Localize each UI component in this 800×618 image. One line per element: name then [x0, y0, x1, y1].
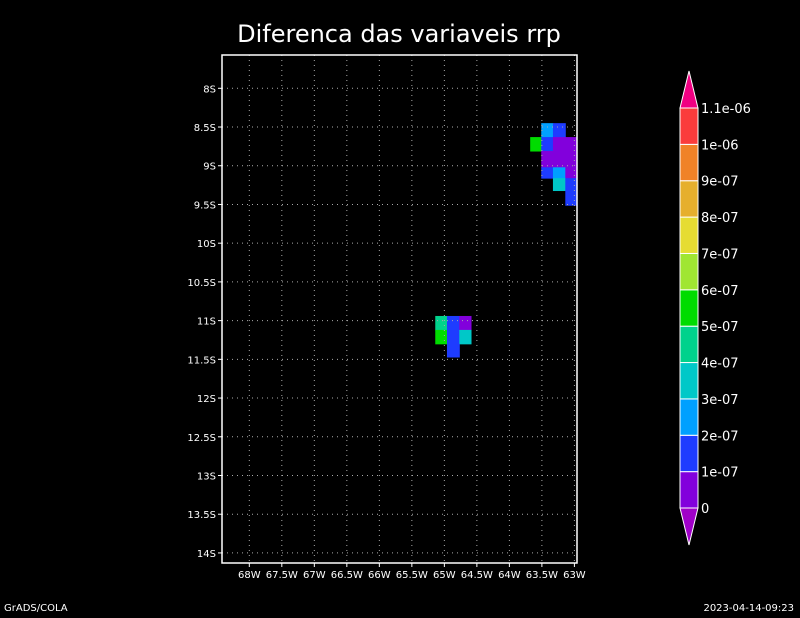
data-cell: [541, 137, 554, 152]
colorbar-segment: [679, 325, 699, 364]
y-tick-label: 8S: [203, 84, 216, 95]
footer-timestamp: 2023-04-14-09:23: [703, 603, 794, 614]
y-tick-label: 11S: [197, 317, 216, 328]
y-tick-label: 10S: [197, 239, 216, 250]
data-cell: [552, 167, 566, 179]
y-tick-label: 10.5S: [187, 278, 216, 289]
chart-title: Diferenca das variaveis rrp: [237, 20, 561, 48]
data-cell: [446, 329, 460, 345]
colorbar-segment: [679, 434, 699, 473]
x-tick-label: 64.5W: [461, 570, 493, 581]
data-cell: [565, 137, 578, 152]
data-cell: [541, 167, 554, 179]
colorbar-lower-arrow: [679, 507, 699, 546]
colorbar-segment: [679, 180, 699, 218]
x-tick-label: 67.5W: [266, 570, 298, 581]
data-cell: [541, 151, 554, 168]
colorbar-segment: [679, 216, 699, 254]
x-tick-label: 65.5W: [396, 570, 428, 581]
colorbar-segment: [679, 252, 699, 291]
footer-left: GrADS/COLA: [4, 603, 68, 614]
data-cell: [446, 343, 460, 358]
data-cell: [552, 151, 566, 168]
colorbar-label: 9e-07: [701, 175, 739, 190]
y-axis: 8S 8.5S 9S 9.5S 10S 10.5S 11S 11.5S 12S 12.5S 13S 1…: [187, 84, 222, 560]
colorbar-label: 1e-06: [701, 138, 739, 153]
colorbar-segment: [679, 398, 699, 436]
data-cell: [565, 190, 578, 206]
colorbar-segment: [679, 362, 699, 400]
data-cell: [446, 315, 460, 331]
x-axis: 68W 67.5W 67W 66.5W 66W 65.5W 65W 64.5W 64W 63.5W…: [238, 563, 586, 581]
x-tick-label: 63W: [563, 570, 586, 581]
y-tick-label: 9S: [203, 162, 216, 173]
colorbar-segment: [679, 143, 699, 182]
colorbar: 0 1e-07 2e-07 3e-07 4e-07 5e-07 6e-07 7e-07 8e-0…: [679, 70, 751, 546]
colorbar-label: 5e-07: [701, 320, 739, 335]
y-tick-label: 13.5S: [187, 510, 216, 521]
data-cell: [552, 123, 566, 138]
grid-lines: [222, 55, 577, 563]
colorbar-label: 2e-07: [701, 429, 739, 444]
x-tick-label: 66W: [368, 570, 391, 581]
x-tick-label: 68W: [238, 570, 261, 581]
data-cell: [552, 178, 566, 192]
data-cell: [530, 137, 542, 152]
y-tick-label: 12.5S: [187, 433, 216, 444]
y-tick-label: 13S: [197, 471, 216, 482]
y-tick-label: 12S: [197, 394, 216, 405]
data-cell: [435, 329, 448, 345]
x-tick-label: 63.5W: [526, 570, 558, 581]
colorbar-label: 8e-07: [701, 211, 739, 226]
data-cell: [552, 137, 566, 152]
y-tick-label: 8.5S: [194, 123, 216, 134]
colorbar-segment: [679, 471, 699, 509]
colorbar-segment: [679, 107, 699, 145]
x-tick-label: 67W: [303, 570, 326, 581]
y-tick-label: 14S: [197, 549, 216, 560]
colorbar-label: 1.1e-06: [701, 102, 751, 117]
data-cell: [459, 329, 472, 345]
colorbar-label: 0: [701, 502, 709, 517]
data-cell: [435, 315, 448, 331]
colorbar-segment: [679, 289, 699, 327]
data-cell: [541, 123, 554, 138]
data-cell: [565, 178, 578, 192]
y-tick-label: 11.5S: [187, 355, 216, 366]
colorbar-upper-arrow: [679, 70, 699, 109]
data-cell: [565, 167, 578, 179]
data-cells: [435, 123, 578, 358]
colorbar-label: 4e-07: [701, 357, 739, 372]
data-cell: [459, 315, 472, 331]
colorbar-label: 3e-07: [701, 393, 739, 408]
x-tick-label: 66.5W: [331, 570, 363, 581]
x-tick-label: 64W: [498, 570, 521, 581]
colorbar-label: 7e-07: [701, 247, 739, 262]
colorbar-label: 6e-07: [701, 284, 739, 299]
plot-frame: [221, 54, 578, 564]
colorbar-label: 1e-07: [701, 466, 739, 481]
x-tick-label: 65W: [433, 570, 456, 581]
y-tick-label: 9.5S: [194, 200, 216, 211]
